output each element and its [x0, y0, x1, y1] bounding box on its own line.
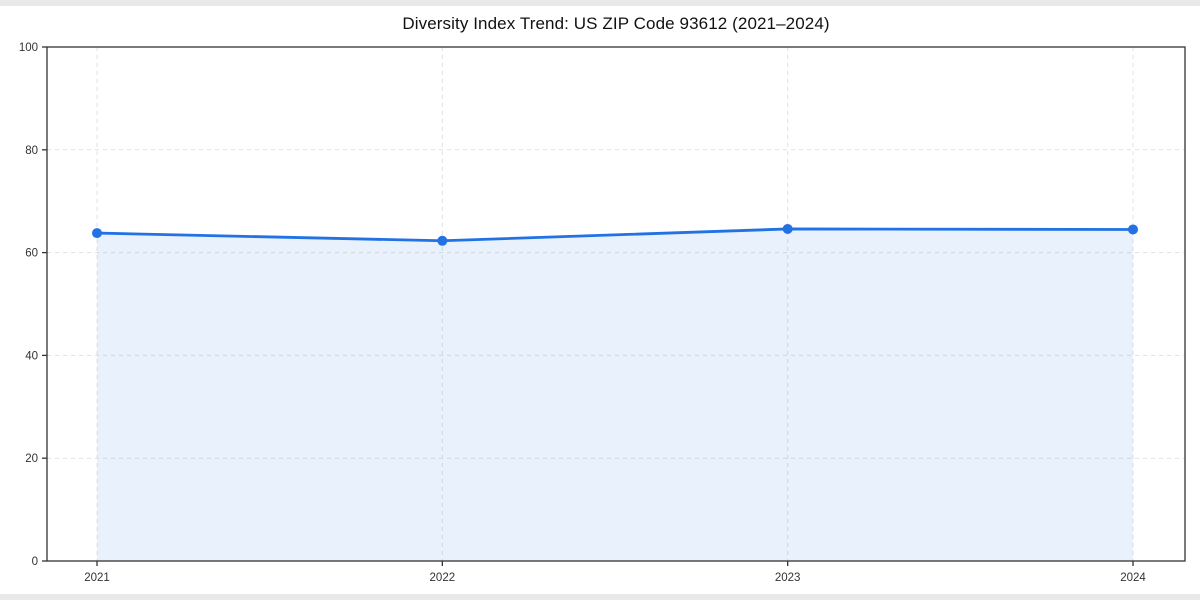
plot-border [46, 46, 1186, 562]
data-point [782, 223, 793, 234]
x-tick-label: 2021 [84, 572, 110, 584]
trend-line [95, 227, 1135, 243]
x-tick-label: 2022 [430, 572, 456, 584]
area-fill [97, 228, 1133, 561]
chart-card: Diversity Index Trend: US ZIP Code 93612… [0, 6, 1200, 594]
y-tick-label: 0 [32, 556, 38, 568]
x-tick-label: 2023 [775, 572, 801, 584]
y-tick-label: 60 [25, 248, 38, 260]
data-point [1128, 224, 1138, 235]
y-tick-label: 100 [19, 42, 38, 54]
y-tick-label: 40 [25, 350, 38, 362]
data-point [437, 235, 448, 246]
y-tick-label: 20 [25, 453, 38, 465]
x-tick-label: 2024 [1120, 572, 1146, 584]
y-tick-label: 80 [25, 145, 38, 157]
data-point [92, 228, 102, 239]
chart-title: Diversity Index Trend: US ZIP Code 93612… [402, 14, 830, 33]
line-chart-svg: 0 20 40 60 80 100 2021 2022 2023 2024 [19, 42, 1186, 584]
